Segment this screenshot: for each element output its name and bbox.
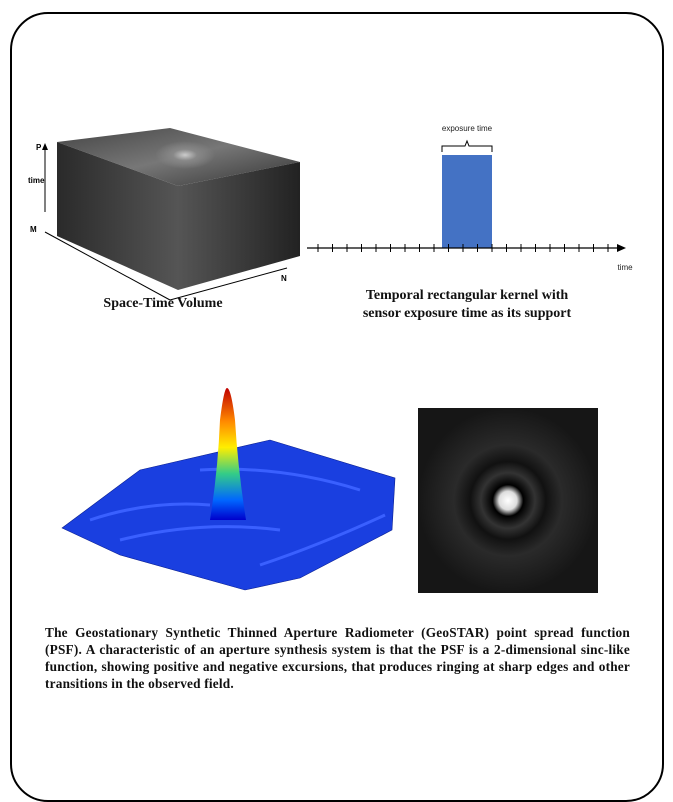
arrowhead — [617, 244, 626, 252]
psf-image — [418, 408, 598, 593]
figure-caption: The Geostationary Synthetic Thinned Aper… — [45, 624, 630, 692]
figure-caption: sensor exposure time as its support — [363, 306, 572, 321]
axis-label: N — [281, 274, 287, 283]
figure-caption: Space-Time Volume — [103, 296, 222, 311]
exposure-bracket — [442, 141, 492, 152]
arrowhead — [42, 143, 48, 150]
cube-swirl — [155, 141, 215, 169]
page: {"figure_top": {"volume": {"axis_p": "P"… — [0, 0, 673, 775]
kernel-plot: exposure time time Temporal rectangular … — [307, 124, 633, 321]
axis-label: time — [617, 263, 633, 272]
figure-caption: Temporal rectangular kernel with — [366, 288, 569, 303]
bracket-label: exposure time — [442, 124, 493, 133]
axis-label: M — [30, 225, 37, 234]
space-time-cube: P time M N Space-Time Volume — [28, 128, 300, 311]
psf-surface — [62, 388, 395, 590]
axis-label: P — [36, 143, 42, 152]
axis-label: time — [28, 176, 45, 185]
kernel-bar — [442, 155, 492, 248]
